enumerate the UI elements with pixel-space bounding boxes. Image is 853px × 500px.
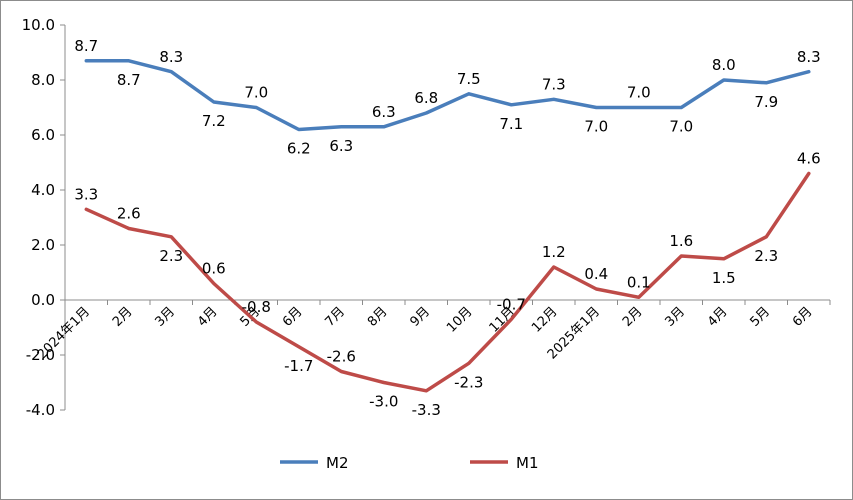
data-label-m1: -0.7 [497,295,526,313]
data-label-m1: -1.7 [284,357,313,375]
y-tick-label: 0.0 [31,291,55,309]
legend-label-m2: M2 [326,454,349,472]
data-label-m1: 0.1 [627,273,651,291]
data-label-m2: 6.3 [329,137,353,155]
x-tick-label: 6月 [790,304,816,330]
y-tick-label: -2.0 [26,346,55,364]
data-label-m2: 8.0 [712,56,736,74]
data-label-m1: 1.6 [669,232,693,250]
y-tick-label: -4.0 [26,401,55,419]
data-label-m2: 6.3 [372,103,396,121]
data-label-m2: 7.0 [584,118,608,136]
series-line-m1 [84,171,811,393]
x-tick-label: 3月 [152,304,178,330]
x-tick-label: 10月 [444,304,475,335]
y-tick-label: 4.0 [31,181,55,199]
data-label-m2: 8.7 [74,37,98,55]
data-label-m1: 2.3 [159,247,183,265]
x-tick-label: 5月 [747,304,773,330]
data-label-m2: 7.3 [542,75,566,93]
legend-label-m1: M1 [516,454,539,472]
data-label-m1: 1.5 [712,269,736,287]
data-label-m1: -3.0 [369,393,398,411]
data-label-m2: 8.3 [159,48,183,66]
data-label-m2: 8.7 [117,71,141,89]
x-tick-label: 2024年1月 [35,304,93,362]
data-label-m2: 7.0 [669,118,693,136]
series-line-m2 [84,59,811,132]
data-label-m2: 7.0 [627,84,651,102]
data-label-m2: 7.1 [499,115,523,133]
data-label-m1: 4.6 [797,150,821,168]
data-label-m2: 6.2 [287,140,311,158]
data-label-m1: 3.3 [74,185,98,203]
data-label-m1: -0.8 [242,298,271,316]
data-label-m1: -2.6 [327,348,356,366]
x-tick-label: 2月 [110,304,136,330]
x-tick-label: 7月 [322,304,348,330]
data-label-m1: 2.3 [754,247,778,265]
data-label-m2: 7.5 [457,70,481,88]
data-label-m1: -3.3 [412,401,441,419]
data-label-m2: 6.8 [414,89,438,107]
x-tick-label: 3月 [662,304,688,330]
data-label-m1: 2.6 [117,205,141,223]
y-tick-label: 2.0 [31,236,55,254]
x-tick-label: 2月 [620,304,646,330]
x-tick-label: 4月 [195,304,221,330]
data-label-m2: 7.0 [244,84,268,102]
x-tick-label: 9月 [407,304,433,330]
x-tick-label: 6月 [280,304,306,330]
data-label-m1: 0.6 [202,260,226,278]
x-tick-label: 12月 [529,304,560,335]
data-label-m2: 8.3 [797,48,821,66]
data-label-m1: 0.4 [584,265,608,283]
data-label-m1: -2.3 [454,373,483,391]
x-tick-label: 8月 [365,304,391,330]
y-tick-label: 8.0 [31,71,55,89]
data-label-m2: 7.2 [202,112,226,130]
data-label-m2: 7.9 [754,93,778,111]
data-label-m1: 1.2 [542,243,566,261]
y-tick-label: 6.0 [31,126,55,144]
x-tick-label: 4月 [705,304,731,330]
y-tick-label: 10.0 [22,16,55,34]
